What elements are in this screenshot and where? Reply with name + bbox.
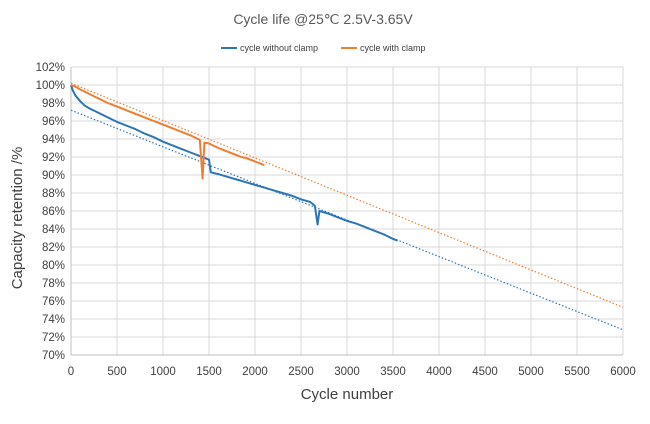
y-tick-label: 94% (42, 134, 65, 146)
y-tick-label: 90% (42, 170, 65, 182)
y-tick-label: 84% (42, 224, 65, 236)
y-tick-label: 80% (42, 260, 65, 272)
y-tick-label: 96% (42, 116, 65, 128)
x-tick-label: 500 (107, 366, 126, 378)
y-tick-label: 86% (42, 206, 65, 218)
y-tick-label: 82% (42, 242, 65, 254)
chart-title: Cycle life @25℃ 2.5V-3.65V (233, 11, 413, 27)
x-tick-labels: 0 500 1000 1500 2000 2500 3000 3500 4000 4500 5000… (68, 366, 636, 378)
trendline-0 (70, 109, 624, 331)
x-tick-label: 5000 (518, 366, 544, 378)
axes (70, 67, 623, 356)
legend-label: cycle with clamp (360, 43, 426, 53)
grid (70, 66, 624, 356)
y-axis-title: Capacity retention /% (9, 147, 26, 290)
y-tick-label: 92% (42, 152, 65, 164)
y-tick-label: 98% (42, 98, 65, 110)
y-tick-label: 74% (42, 314, 65, 326)
y-tick-label: 78% (42, 278, 65, 290)
legend: cycle without clamp cycle with clamp (221, 43, 426, 53)
y-tick-label: 70% (42, 350, 65, 362)
x-tick-label: 2000 (242, 366, 268, 378)
x-tick-label: 4000 (426, 366, 452, 378)
x-tick-label: 0 (68, 366, 74, 378)
trendlines (70, 82, 624, 331)
x-tick-label: 1000 (150, 366, 176, 378)
x-tick-label: 6000 (610, 366, 636, 378)
x-axis-title: Cycle number (301, 386, 394, 403)
series-lines (70, 84, 398, 242)
legend-label: cycle without clamp (240, 43, 318, 53)
y-tick-labels: 70% 72% 74% 76% 78% 80% 82% 84% 86% 88% 90% 92% 94% 9… (36, 62, 65, 362)
y-tick-label: 100% (36, 80, 65, 92)
series-line-0 (70, 84, 398, 242)
y-tick-label: 102% (36, 62, 65, 74)
y-tick-label: 76% (42, 296, 65, 308)
x-tick-label: 2500 (288, 366, 314, 378)
x-tick-label: 5500 (564, 366, 590, 378)
series-line-1 (70, 84, 265, 180)
x-tick-label: 3500 (380, 366, 406, 378)
trendline-1 (70, 82, 624, 308)
x-tick-label: 3000 (334, 366, 360, 378)
y-tick-label: 72% (42, 332, 65, 344)
y-tick-label: 88% (42, 188, 65, 200)
x-tick-label: 4500 (472, 366, 498, 378)
x-tick-label: 1500 (196, 366, 222, 378)
